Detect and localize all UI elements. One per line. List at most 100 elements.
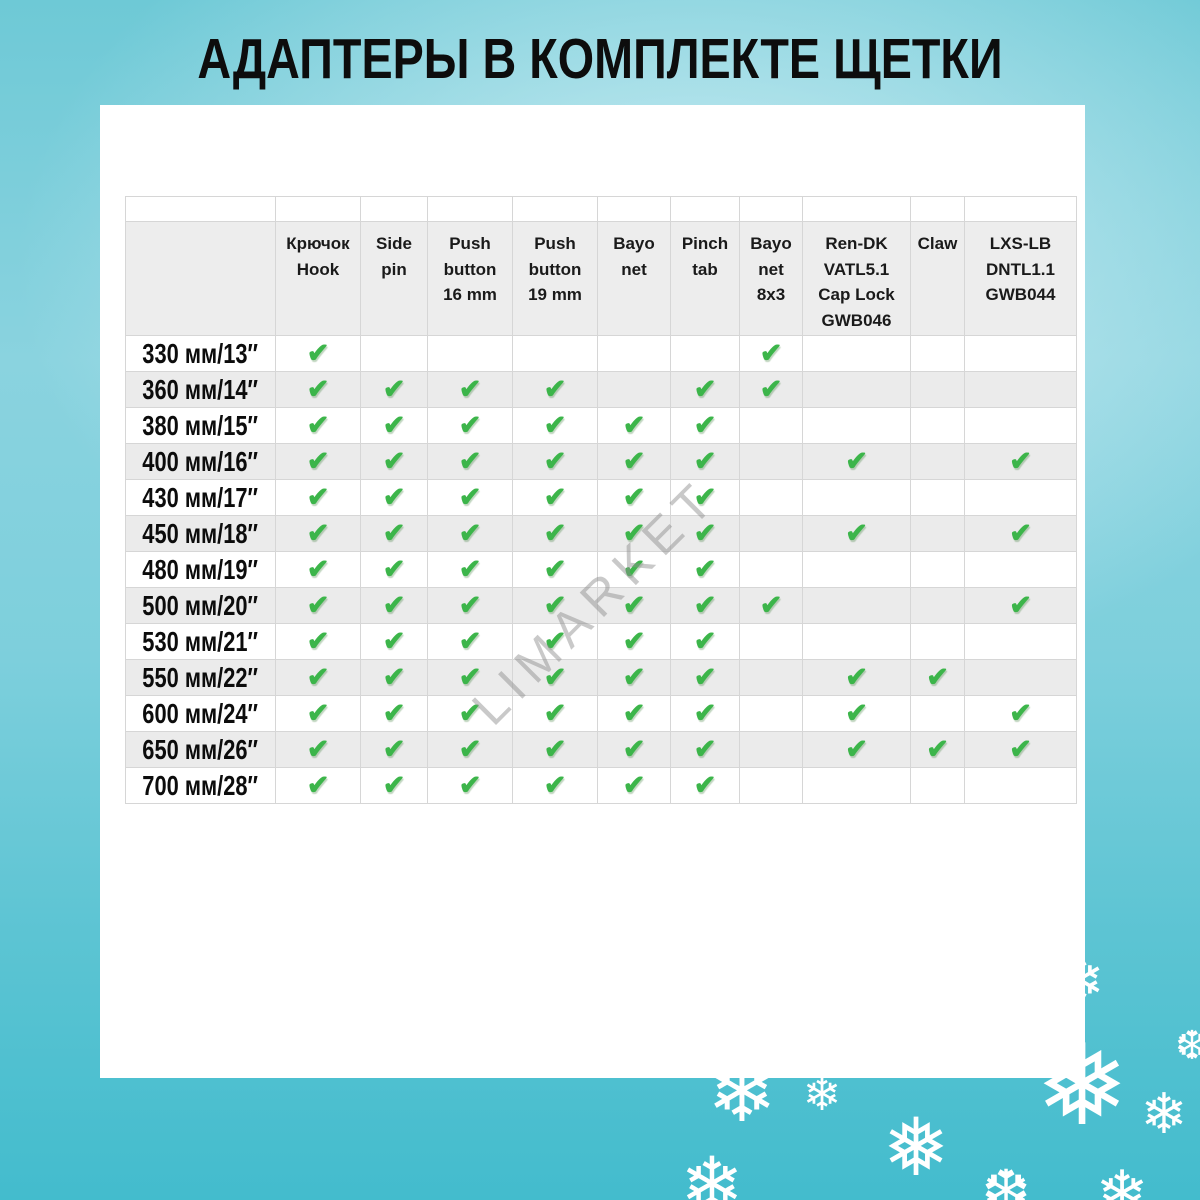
check-icon: ✔ (693, 518, 717, 548)
empty-cell (739, 623, 803, 660)
check-cell: ✔ (670, 623, 740, 660)
check-icon: ✔ (622, 446, 646, 476)
empty-cell (739, 767, 803, 804)
size-row-label-text: 330 мм/13″ (142, 337, 259, 369)
spacer-cell (739, 196, 803, 222)
check-icon: ✔ (458, 374, 482, 404)
table-row: 480 мм/19″ ✔ ✔ ✔ ✔ ✔ ✔ (125, 551, 1077, 588)
check-cell: ✔ (512, 407, 598, 444)
table-row: 450 мм/18″ ✔ ✔ ✔ ✔ ✔ ✔ ✔ ✔ (125, 515, 1077, 552)
header-row: Крючок Hook Side pin Push button 16 mm Push… (125, 221, 1077, 336)
check-cell: ✔ (964, 443, 1077, 480)
snowflake-icon: ❆ (981, 1159, 1031, 1200)
check-icon: ✔ (382, 374, 406, 404)
table-row: 430 мм/17″ ✔ ✔ ✔ ✔ ✔ ✔ (125, 479, 1077, 516)
check-cell: ✔ (275, 587, 361, 624)
check-cell: ✔ (360, 587, 428, 624)
check-icon: ✔ (543, 770, 567, 800)
check-cell: ✔ (427, 515, 513, 552)
size-row-label: 360 мм/14″ (125, 371, 276, 408)
empty-cell (802, 335, 911, 372)
empty-cell (512, 335, 598, 372)
check-icon: ✔ (622, 734, 646, 764)
check-cell: ✔ (360, 443, 428, 480)
spacer-cell (670, 196, 740, 222)
check-icon: ✔ (306, 446, 330, 476)
check-icon: ✔ (693, 590, 717, 620)
check-cell: ✔ (670, 479, 740, 516)
empty-cell (910, 767, 965, 804)
spacer-cell (360, 196, 428, 222)
check-icon: ✔ (382, 734, 406, 764)
header-cell: Side pin (360, 221, 428, 336)
check-icon: ✔ (458, 446, 482, 476)
empty-cell (964, 767, 1077, 804)
check-icon: ✔ (543, 590, 567, 620)
spacer-cell (802, 196, 911, 222)
check-icon: ✔ (543, 554, 567, 584)
check-cell: ✔ (597, 479, 671, 516)
snowflake-icon: ❄ (680, 1143, 744, 1200)
size-row-label: 650 мм/26″ (125, 731, 276, 768)
check-cell: ✔ (275, 659, 361, 696)
check-icon: ✔ (382, 410, 406, 440)
check-cell: ✔ (597, 587, 671, 624)
empty-cell (739, 659, 803, 696)
check-cell: ✔ (597, 443, 671, 480)
empty-cell (802, 407, 911, 444)
check-icon: ✔ (306, 518, 330, 548)
check-cell: ✔ (739, 587, 803, 624)
page-title-text: АДАПТЕРЫ В КОМПЛЕКТЕ ЩЕТКИ (197, 27, 1003, 91)
check-cell: ✔ (360, 623, 428, 660)
empty-cell (910, 479, 965, 516)
check-icon: ✔ (693, 554, 717, 584)
check-icon: ✔ (458, 734, 482, 764)
check-cell: ✔ (670, 587, 740, 624)
size-row-label: 500 мм/20″ (125, 587, 276, 624)
check-cell: ✔ (802, 731, 911, 768)
check-icon: ✔ (306, 770, 330, 800)
header-cell: Push button 16 mm (427, 221, 513, 336)
check-icon: ✔ (306, 662, 330, 692)
corner-cell (125, 221, 276, 336)
check-icon: ✔ (622, 518, 646, 548)
table-row: 330 мм/13″ ✔ ✔ (125, 335, 1077, 372)
check-cell: ✔ (275, 731, 361, 768)
table-row: 500 мм/20″ ✔ ✔ ✔ ✔ ✔ ✔ ✔ ✔ (125, 587, 1077, 624)
header-cell: Bayo net 8x3 (739, 221, 803, 336)
size-row-label: 480 мм/19″ (125, 551, 276, 588)
empty-cell (910, 515, 965, 552)
check-cell: ✔ (512, 731, 598, 768)
check-icon: ✔ (382, 518, 406, 548)
snowflake-icon: ❄ (802, 1068, 842, 1120)
check-cell: ✔ (802, 659, 911, 696)
header-cell: Крючок Hook (275, 221, 361, 336)
check-icon: ✔ (845, 662, 868, 692)
empty-cell (964, 659, 1077, 696)
check-cell: ✔ (427, 767, 513, 804)
empty-cell (910, 335, 965, 372)
check-cell: ✔ (275, 371, 361, 408)
check-icon: ✔ (693, 482, 717, 512)
check-icon: ✔ (458, 698, 482, 728)
adapter-compatibility-table: Крючок Hook Side pin Push button 16 mm Push… (125, 196, 1077, 804)
check-icon: ✔ (693, 626, 717, 656)
empty-cell (802, 587, 911, 624)
check-icon: ✔ (543, 482, 567, 512)
check-cell: ✔ (597, 767, 671, 804)
check-icon: ✔ (693, 446, 717, 476)
check-cell: ✔ (910, 659, 965, 696)
check-icon: ✔ (926, 734, 949, 764)
check-cell: ✔ (964, 695, 1077, 732)
empty-cell (802, 479, 911, 516)
size-row-label: 450 мм/18″ (125, 515, 276, 552)
check-cell: ✔ (275, 695, 361, 732)
check-icon: ✔ (1009, 590, 1032, 620)
check-cell: ✔ (512, 551, 598, 588)
check-icon: ✔ (382, 698, 406, 728)
table-row: 650 мм/26″ ✔ ✔ ✔ ✔ ✔ ✔ ✔ ✔ ✔ (125, 731, 1077, 768)
check-icon: ✔ (693, 734, 717, 764)
size-row-label: 700 мм/28″ (125, 767, 276, 804)
check-cell: ✔ (910, 731, 965, 768)
